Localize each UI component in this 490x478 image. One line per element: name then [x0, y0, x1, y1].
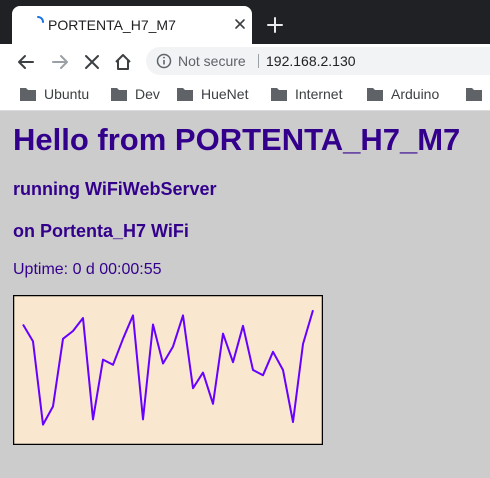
- uptime-line-chart: [13, 295, 323, 445]
- bookmark-label: HueNet: [201, 86, 249, 102]
- tab-title: PORTENTA_H7_M7: [48, 17, 176, 33]
- address-bar[interactable]: Not secure 192.168.2.130: [146, 47, 490, 75]
- folder-icon: [466, 88, 482, 101]
- tab-strip: PORTENTA_H7_M7: [0, 0, 490, 44]
- info-icon[interactable]: [156, 53, 172, 69]
- stop-icon[interactable]: [82, 52, 102, 72]
- page-heading: Hello from PORTENTA_H7_M7: [13, 122, 461, 157]
- url-text[interactable]: 192.168.2.130: [266, 53, 356, 69]
- series-line: [22, 309, 314, 426]
- folder-icon: [271, 88, 287, 101]
- folder-icon: [111, 88, 127, 101]
- forward-arrow-icon[interactable]: [50, 52, 70, 72]
- browser-tab[interactable]: PORTENTA_H7_M7: [12, 6, 252, 44]
- bookmark-label: Ubuntu: [44, 86, 90, 102]
- page-subheading-board: on Portenta_H7 WiFi: [13, 221, 189, 241]
- uptime-text: Uptime: 0 d 00:00:55: [13, 261, 162, 278]
- chart-frame: [13, 295, 323, 445]
- address-separator: [258, 54, 259, 68]
- bookmark-label: Dev: [135, 86, 160, 102]
- home-icon[interactable]: [113, 52, 133, 72]
- close-icon[interactable]: [232, 16, 248, 32]
- security-label[interactable]: Not secure: [178, 53, 246, 69]
- bookmarks-bar: Ubuntu Dev HueNet Internet Arduino: [0, 78, 490, 111]
- page-subheading-running: running WiFiWebServer: [13, 179, 217, 199]
- plus-icon[interactable]: [266, 16, 284, 34]
- folder-icon: [367, 88, 383, 101]
- back-arrow-icon[interactable]: [16, 52, 36, 72]
- bookmark-label: Internet: [295, 86, 343, 102]
- bookmark-label: Arduino: [391, 86, 440, 102]
- page-content: Hello from PORTENTA_H7_M7 running WiFiWe…: [0, 111, 490, 478]
- folder-icon: [20, 88, 36, 101]
- folder-icon: [177, 88, 193, 101]
- loading-spinner-icon: [37, 16, 44, 23]
